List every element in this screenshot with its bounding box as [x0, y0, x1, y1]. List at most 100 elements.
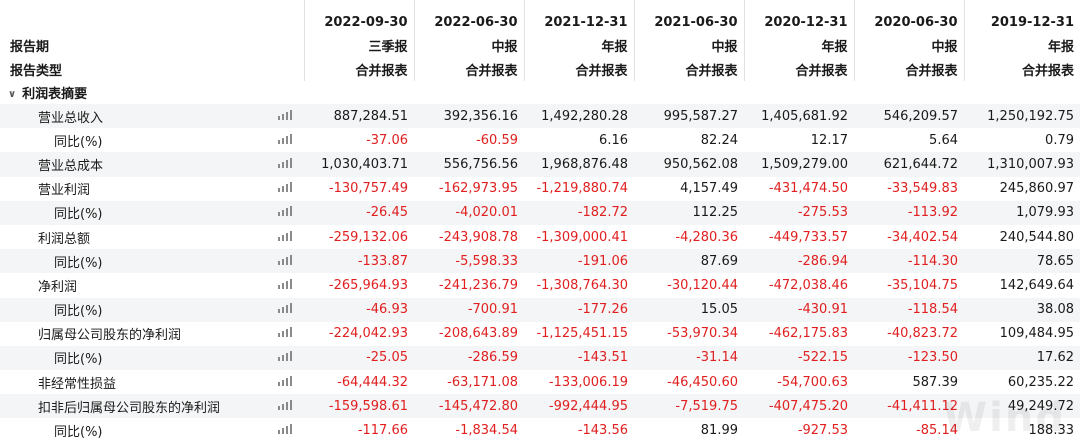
table-row[interactable]: 同比(%) -133.87 -5,598.33 -191.06 87.69 -286.94… [0, 249, 1080, 274]
value-cell: -286.94 [744, 249, 854, 274]
report-period-row-spacer [262, 33, 304, 57]
bar-chart-icon[interactable] [278, 424, 292, 435]
value-cell: 0.79 [1045, 132, 1074, 148]
row-label: 扣非后归属母公司股东的净利润 [0, 394, 262, 419]
table-row[interactable]: 净利润 -265,964.93 -241,236.79 -1,308,764.30 -3… [0, 273, 1080, 297]
period-date-row-cell[interactable]: 2021-06-30 [633, 0, 744, 33]
value-cell: 1,509,279.00 [744, 152, 854, 177]
report-type-row-cell[interactable]: 合并报表 [963, 57, 1080, 81]
table-row[interactable]: 同比(%) -37.06 -60.59 6.16 82.24 12.17 5.64 0.79 [0, 128, 1080, 152]
bar-chart-icon[interactable] [278, 327, 292, 338]
section-income-summary[interactable]: ∨ 利润表摘要 [0, 81, 1080, 104]
value-cell: -143.56 [577, 423, 628, 439]
report-type-row-spacer [262, 57, 304, 81]
value-cell: -462,175.83 [768, 326, 848, 342]
value-cell: 1,250,192.75 [964, 104, 1080, 129]
section-title-cell[interactable]: ∨ 利润表摘要 [0, 81, 1080, 104]
table-row[interactable]: 利润总额 -259,132.06 -243,908.78 -1,309,000.41 -… [0, 225, 1080, 249]
table-row[interactable]: 扣非后归属母公司股东的净利润 -159,598.61 -145,472.80 -992… [0, 394, 1080, 419]
row-label: 非经常性损益 [38, 376, 117, 392]
report-type-row-cell[interactable]: 合并报表 [743, 57, 854, 81]
row-chart-cell[interactable] [262, 273, 304, 297]
bar-chart-icon[interactable] [278, 278, 292, 289]
report-period-row-cell[interactable]: 三季报 [303, 33, 414, 57]
value-cell: -208,643.89 [438, 326, 518, 342]
report-type-row-cell[interactable]: 合并报表 [413, 57, 524, 81]
table-row[interactable]: 营业总成本 1,030,403.71 556,756.56 1,968,876.48 9… [0, 152, 1080, 177]
row-label: 同比(%) [0, 345, 262, 371]
report-period-row-cell[interactable]: 中报 [413, 33, 524, 57]
report-period-row-cell[interactable]: 年报 [963, 33, 1080, 57]
report-type-row-cell[interactable]: 合并报表 [303, 57, 414, 81]
row-chart-cell[interactable] [262, 345, 304, 371]
value-cell: 546,209.57 [854, 104, 964, 129]
row-chart-cell[interactable] [262, 322, 304, 346]
period-date-row-cell[interactable]: 2020-12-31 [743, 0, 854, 33]
report-period-row-cell[interactable]: 年报 [523, 33, 634, 57]
report-type-row-cell[interactable]: 合并报表 [523, 57, 634, 81]
value-cell: 950,562.08 [634, 152, 744, 177]
period-date-row-cell[interactable]: 2019-12-31 [963, 0, 1080, 33]
table-row[interactable]: 同比(%) -117.66 -1,834.54 -143.56 81.99 -927.53… [0, 418, 1080, 442]
report-type-row-cell[interactable]: 合并报表 [633, 57, 744, 81]
row-chart-cell[interactable] [262, 128, 304, 152]
value-cell: -46.93 [304, 297, 414, 322]
row-chart-cell[interactable] [262, 104, 304, 129]
value-cell: -191.06 [524, 249, 634, 274]
value-cell: -33,549.83 [887, 181, 958, 197]
value-cell: -449,733.57 [768, 229, 848, 245]
row-chart-cell[interactable] [262, 225, 304, 249]
report-period-row: 报告期 三季报 中报 年报 中报 年报 中报 年报 [0, 33, 1080, 57]
row-chart-cell[interactable] [262, 177, 304, 201]
bar-chart-icon[interactable] [278, 109, 292, 120]
row-chart-cell[interactable] [262, 418, 304, 442]
value-cell: -143.51 [524, 345, 634, 371]
period-date-row-cell[interactable]: 2021-12-31 [523, 0, 634, 33]
row-chart-cell[interactable] [262, 394, 304, 419]
bar-chart-icon[interactable] [278, 399, 292, 410]
value-cell: -7,519.75 [634, 394, 744, 419]
value-cell: -159,598.61 [304, 394, 414, 419]
row-chart-cell[interactable] [262, 297, 304, 322]
bar-chart-icon[interactable] [278, 206, 292, 217]
row-chart-cell[interactable] [262, 200, 304, 225]
bar-chart-icon[interactable] [278, 375, 292, 386]
bar-chart-icon[interactable] [278, 230, 292, 241]
table-row[interactable]: 同比(%) -46.93 -700.91 -177.26 15.05 -430.91 -11… [0, 297, 1080, 322]
row-chart-cell[interactable] [262, 370, 304, 394]
chevron-down-icon[interactable]: ∨ [8, 89, 17, 100]
bar-chart-icon[interactable] [278, 303, 292, 314]
bar-chart-icon[interactable] [278, 157, 292, 168]
row-chart-cell[interactable] [262, 249, 304, 274]
period-date-row-spacer [262, 0, 304, 33]
bar-chart-icon[interactable] [278, 182, 292, 193]
value-cell: -30,120.44 [667, 277, 738, 293]
period-date-row-cell[interactable]: 2022-09-30 [303, 0, 414, 33]
table-row[interactable]: 营业总收入 887,284.51 392,356.16 1,492,280.28 995… [0, 104, 1080, 129]
report-period-row-cell[interactable]: 中报 [633, 33, 744, 57]
report-type-row-cell[interactable]: 合并报表 [853, 57, 964, 81]
bar-chart-icon[interactable] [278, 254, 292, 265]
value-cell: 112.25 [634, 200, 744, 225]
period-date-row-cell[interactable]: 2020-06-30 [853, 0, 964, 33]
bar-chart-icon[interactable] [278, 133, 292, 144]
table-row[interactable]: 同比(%) -25.05 -286.59 -143.51 -31.14 -522.15 -1… [0, 345, 1080, 371]
value-cell: 109,484.95 [999, 326, 1074, 342]
table-row[interactable]: 同比(%) -26.45 -4,020.01 -182.72 112.25 -275.53… [0, 200, 1080, 225]
value-cell: 1,492,280.28 [524, 104, 634, 129]
row-label: 营业总成本 [0, 152, 262, 177]
table-row[interactable]: 归属母公司股东的净利润 -224,042.93 -208,643.89 -1,125,… [0, 322, 1080, 346]
row-chart-cell[interactable] [262, 152, 304, 177]
value-cell: 82.24 [700, 132, 738, 148]
row-label: 同比(%) [0, 200, 262, 225]
period-date-row-cell[interactable]: 2022-06-30 [413, 0, 524, 33]
bar-chart-icon[interactable] [278, 351, 292, 362]
report-period-row-cell[interactable]: 年报 [743, 33, 854, 57]
value-cell: 887,284.51 [304, 104, 414, 129]
table-row[interactable]: 非经常性损益 -64,444.32 -63,171.08 -133,006.19 -46… [0, 370, 1080, 394]
value-cell: -182.72 [524, 200, 634, 225]
value-cell: -1,309,000.41 [536, 229, 628, 245]
report-period-row-cell[interactable]: 中报 [853, 33, 964, 57]
table-row[interactable]: 营业利润 -130,757.49 -162,973.95 -1,219,880.74 4… [0, 177, 1080, 201]
